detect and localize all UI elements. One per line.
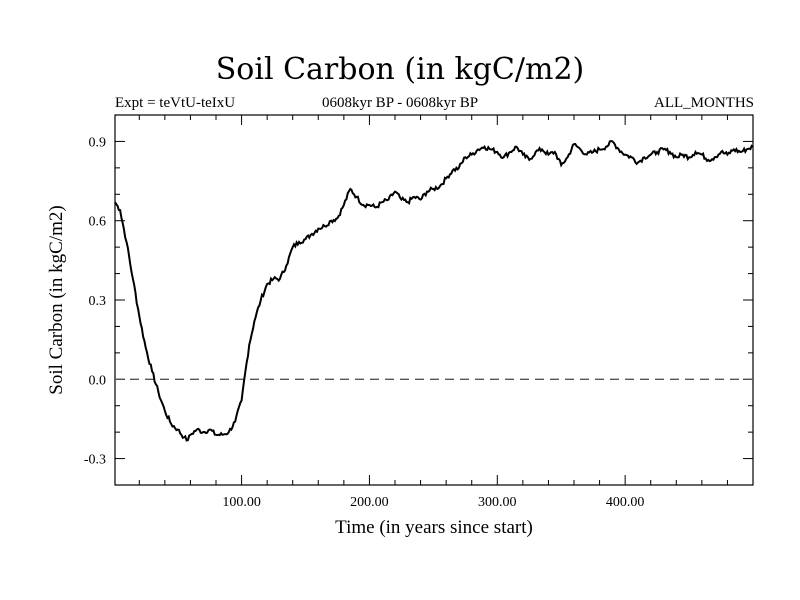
series-line: [114, 139, 754, 442]
y-tick-label: 0.6: [89, 215, 107, 230]
chart-title: Soil Carbon (in kgC/m2): [215, 52, 585, 87]
months-label: ALL_MONTHS: [654, 95, 754, 111]
x-tick-label: 200.00: [350, 495, 389, 510]
experiment-label: Expt = teVtU-teIxU: [115, 95, 236, 111]
x-tick-label: 100.00: [222, 495, 261, 510]
y-axis-label: Soil Carbon (in kgC/m2): [46, 205, 67, 394]
y-tick-label: -0.3: [84, 453, 106, 468]
y-tick-label: 0.0: [89, 373, 107, 388]
period-label: 0608kyr BP - 0608kyr BP: [321, 95, 479, 111]
x-axis-label: Time (in years since start): [335, 517, 533, 538]
y-tick-label: 0.3: [89, 294, 107, 309]
y-tick-label: 0.9: [89, 135, 107, 150]
x-tick-label: 300.00: [478, 495, 517, 510]
y-axis: -0.3 0.0 0.3 0.6 0.9: [84, 135, 753, 468]
x-axis: 100.00 200.00 300.00 400.00: [138, 115, 728, 510]
x-tick-label: 400.00: [606, 495, 645, 510]
